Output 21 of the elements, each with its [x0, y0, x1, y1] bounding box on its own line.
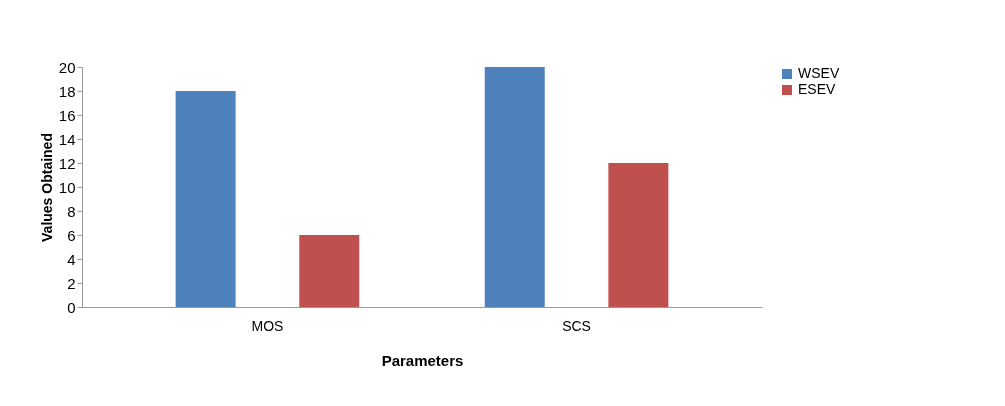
y-tick-label: 10: [58, 178, 76, 196]
bar: [484, 67, 545, 307]
legend-label: WSEV: [798, 65, 840, 81]
y-tick-label: 14: [58, 130, 76, 148]
bar: [299, 235, 360, 307]
legend-label: ESEV: [798, 81, 837, 97]
y-tick-label: 0: [67, 298, 76, 316]
x-axis-title: Parameters: [381, 351, 464, 369]
x-tick-label: SCS: [562, 317, 591, 334]
y-axis-title: Values Obtained: [38, 133, 55, 242]
y-tick-label: 8: [67, 202, 76, 220]
y-tick-label: 20: [58, 58, 76, 76]
y-tick-label: 6: [67, 226, 76, 244]
x-tick-label: MOS: [251, 317, 284, 334]
y-tick-label: 16: [58, 106, 76, 124]
y-tick-label: 12: [58, 154, 76, 172]
y-tick-label: 4: [67, 250, 76, 268]
y-tick-label: 2: [67, 274, 76, 292]
bar: [608, 163, 669, 307]
y-tick-label: 18: [58, 82, 76, 100]
bar: [175, 91, 236, 307]
